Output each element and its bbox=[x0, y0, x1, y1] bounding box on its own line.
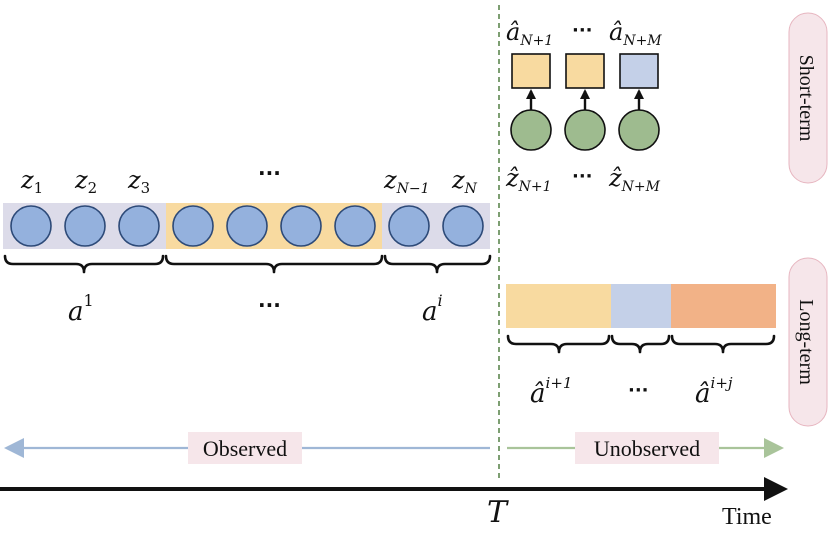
observed-arrow-head bbox=[4, 438, 24, 458]
long-term-label: Long-term bbox=[795, 299, 817, 385]
label-z1: z1 bbox=[20, 166, 43, 197]
label-a1: a1 bbox=[68, 291, 94, 327]
observed-latent-labels: z1 z2 z3 ··· zN−1 zN bbox=[20, 161, 478, 197]
observed-latent-sequence bbox=[3, 203, 490, 249]
time-T-label: T bbox=[487, 495, 509, 530]
brace-a1 bbox=[3, 254, 165, 274]
latent-node bbox=[280, 205, 322, 247]
unobserved-label-bg bbox=[575, 432, 719, 464]
short-term-prediction: âN+1 ··· âN+M ẑN+1 ··· ẑN+M Short-term bbox=[505, 12, 828, 195]
predicted-action-box-3 bbox=[619, 53, 659, 89]
latent-node bbox=[334, 205, 376, 247]
latent-node-zN bbox=[442, 205, 484, 247]
predicted-latent-node-1 bbox=[510, 109, 552, 151]
brace-long-term-ellipsis bbox=[610, 334, 671, 354]
short-term-label-pill bbox=[788, 12, 828, 184]
short-term-latent-ellipsis: ··· bbox=[572, 166, 593, 187]
long-term-label-pill bbox=[788, 257, 828, 427]
brace-a-hat-i+j bbox=[670, 334, 776, 354]
observed-label: Observed bbox=[203, 436, 287, 461]
label-a-hat-i+j: âi+j bbox=[695, 374, 733, 409]
brace-ai bbox=[383, 254, 492, 274]
label-a-hat-N+M: âN+M bbox=[609, 18, 662, 49]
label-z3: z3 bbox=[127, 166, 150, 197]
predicted-latent-nodes bbox=[510, 109, 660, 151]
time-axis-label: Time bbox=[722, 504, 772, 530]
long-term-action-block-3 bbox=[671, 284, 776, 328]
latent-node bbox=[172, 205, 214, 247]
unobserved-label: Unobserved bbox=[594, 436, 700, 461]
predicted-action-box-2 bbox=[565, 53, 605, 89]
label-a-hat-N+1: âN+1 bbox=[506, 18, 553, 49]
observed-action-braces bbox=[3, 254, 492, 274]
latent-node-z2 bbox=[64, 205, 106, 247]
long-term-action-block-1 bbox=[506, 284, 611, 328]
label-zN: zN bbox=[451, 166, 478, 197]
brace-ellipsis bbox=[164, 254, 384, 274]
latent-to-action-arrows bbox=[526, 89, 644, 110]
label-z2: z2 bbox=[74, 166, 97, 197]
time-axis-arrowhead bbox=[764, 477, 788, 501]
long-term-braces bbox=[506, 334, 776, 354]
latent-ellipsis: ··· bbox=[258, 161, 281, 185]
latent-node bbox=[226, 205, 268, 247]
brace-a-hat-i+1 bbox=[506, 334, 611, 354]
observed-label-bg bbox=[188, 432, 302, 464]
latent-node-z3 bbox=[118, 205, 160, 247]
observed-arrow: Observed bbox=[4, 432, 490, 464]
time-axis: T Time bbox=[0, 477, 788, 530]
action-ellipsis: ··· bbox=[258, 293, 281, 317]
unobserved-arrow-head bbox=[764, 438, 784, 458]
label-z-hat-N+M: ẑN+M bbox=[608, 164, 661, 195]
short-term-action-ellipsis: ··· bbox=[572, 20, 593, 41]
short-term-label: Short-term bbox=[795, 55, 817, 142]
observed-latent-nodes bbox=[10, 205, 484, 247]
unobserved-arrow: Unobserved bbox=[507, 432, 784, 464]
latent-node-z1 bbox=[10, 205, 52, 247]
observed-action-labels: a1 ··· ai bbox=[68, 291, 443, 327]
label-zN-1: zN−1 bbox=[383, 166, 430, 197]
predicted-latent-node-2 bbox=[564, 109, 606, 151]
latent-node-zN-1 bbox=[388, 205, 430, 247]
label-ai: ai bbox=[422, 291, 443, 327]
label-z-hat-N+1: ẑN+1 bbox=[505, 164, 552, 195]
long-term-ellipsis: ··· bbox=[628, 380, 649, 401]
predicted-action-box-1 bbox=[511, 53, 551, 89]
long-term-action-block-2 bbox=[611, 284, 671, 328]
long-term-prediction: âi+1 ··· âi+j Long-term bbox=[506, 257, 828, 427]
label-a-hat-i+1: âi+1 bbox=[530, 374, 572, 409]
predicted-latent-node-3 bbox=[618, 109, 660, 151]
